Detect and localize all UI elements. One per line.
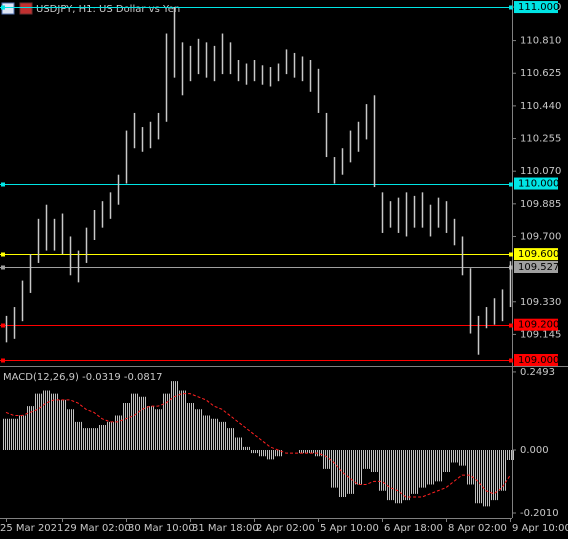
level-handle xyxy=(509,323,513,328)
level-handle xyxy=(509,358,513,363)
x-tick-label: 5 Apr 10:00 xyxy=(320,523,379,534)
y-tick-label: 0.2493 xyxy=(520,367,555,378)
price-tag-label: 109.600 xyxy=(518,249,559,260)
level-handle xyxy=(509,5,513,10)
y-tick-label: 110.440 xyxy=(520,101,561,112)
level-handle xyxy=(509,252,513,257)
y-tick-label: 109.700 xyxy=(520,231,561,242)
level-handle xyxy=(1,265,5,270)
price-tag xyxy=(514,318,558,331)
price-tag xyxy=(514,354,558,366)
price-tag xyxy=(514,177,558,190)
chart-title: USDJPY, H1: US Dollar vs Yen xyxy=(36,4,180,15)
price-tag-label: 110.000 xyxy=(518,179,559,190)
price-tag xyxy=(514,248,558,261)
y-tick-label: -0.2010 xyxy=(520,508,559,519)
price-tag-label: 109.527 xyxy=(518,262,559,273)
x-tick-label: 8 Apr 02:00 xyxy=(448,523,507,534)
level-handle xyxy=(1,5,5,10)
y-tick-label: 0.000 xyxy=(520,445,549,456)
y-tick-label: 110.625 xyxy=(520,68,561,79)
level-handle xyxy=(509,182,513,187)
x-tick-label: 25 Mar 2021 xyxy=(0,523,63,534)
y-tick-label: 110.070 xyxy=(520,166,561,177)
x-tick-label: 2 Apr 02:00 xyxy=(256,523,315,534)
x-tick-label: 6 Apr 18:00 xyxy=(384,523,443,534)
level-handle xyxy=(1,252,5,257)
signal-line xyxy=(5,393,511,498)
price-tag xyxy=(514,1,558,14)
level-handle xyxy=(1,323,5,328)
price-tag-label: 109.200 xyxy=(518,320,559,331)
y-tick-label: 110.810 xyxy=(520,36,561,47)
y-tick-label: 109.885 xyxy=(520,199,561,210)
macd-title: MACD(12,26,9) -0.0319 -0.0817 xyxy=(3,372,163,383)
price-tag xyxy=(514,261,558,273)
price-tag-label: 111.000 xyxy=(518,2,559,13)
y-tick-label: 109.330 xyxy=(520,297,561,308)
level-handle xyxy=(1,182,5,187)
x-tick-label: 29 Mar 02:00 xyxy=(64,523,131,534)
y-tick-label: 109.145 xyxy=(520,329,561,340)
x-tick-label: 31 Mar 18:00 xyxy=(192,523,259,534)
level-handle xyxy=(1,358,5,363)
y-tick-label: 110.255 xyxy=(520,134,561,145)
price-tag-label: 109.000 xyxy=(518,355,559,366)
x-tick-label: 9 Apr 10:00 xyxy=(512,523,568,534)
symbol-icons xyxy=(1,2,33,15)
x-tick-label: 30 Mar 10:00 xyxy=(128,523,195,534)
